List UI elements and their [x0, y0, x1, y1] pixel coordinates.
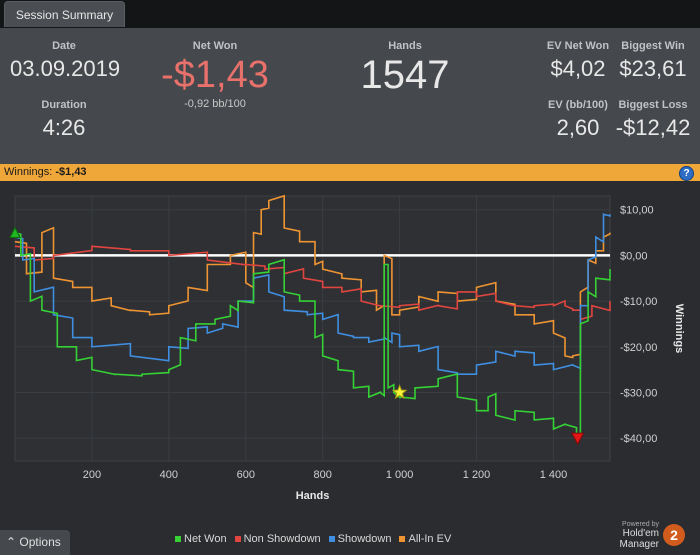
chevron-up-icon: ⌃: [6, 535, 17, 549]
product-name: Hold'em Manager: [619, 528, 659, 550]
legend-all-in-ev[interactable]: All-In EV: [399, 533, 451, 545]
x-tick-label: 1 200: [463, 469, 491, 481]
ev-net-won-value: $4,02: [550, 56, 606, 81]
ev-bb-label: EV (bb/100): [548, 99, 608, 111]
biggest-loss-value: -$12,42: [615, 115, 691, 140]
legend-swatch: [328, 536, 335, 543]
tab-session-summary[interactable]: Session Summary: [4, 1, 125, 27]
biggest-loss-stat: Biggest Loss -$12,42: [610, 99, 696, 141]
legend-label: Net Won: [184, 533, 227, 545]
x-tick-label: 400: [160, 469, 178, 481]
hands-stat: Hands 1547: [340, 40, 470, 97]
series-line-non-showdown: [14, 245, 611, 321]
ev-bb-stat: EV (bb/100) 2,60: [540, 99, 616, 141]
series-line-showdown: [14, 213, 611, 375]
date-label: Date: [52, 40, 76, 52]
best-hand-star-icon: [391, 384, 408, 400]
biggest-win-label: Biggest Win: [621, 40, 685, 52]
legend-showdown[interactable]: Showdown: [328, 533, 392, 545]
biggest-win-stat: Biggest Win $23,61: [614, 40, 692, 82]
hands-label: Hands: [388, 40, 422, 52]
series-line-net-won: [14, 231, 611, 435]
y-axis-label: Winnings: [673, 304, 685, 353]
x-tick-label: 800: [314, 469, 332, 481]
net-won-stat: Net Won -$1,43 -0,92 bb/100: [140, 40, 290, 110]
legend-net-won[interactable]: Net Won: [175, 533, 227, 545]
x-tick-label: 1 400: [540, 469, 568, 481]
hands-value: 1547: [360, 53, 450, 97]
winnings-chart: $10,00 $0,00 -$10,00 -$20,00 -$30,00 -$40,00 2…: [0, 181, 700, 521]
worst-marker: [570, 432, 585, 446]
winnings-banner: Winnings: -$1,43 ?: [0, 164, 700, 181]
help-icon[interactable]: ?: [679, 166, 694, 181]
date-stat: Date 03.09.2019: [10, 40, 121, 82]
options-button[interactable]: ⌃ Options: [0, 530, 70, 555]
y-tick-label: -$30,00: [620, 387, 657, 399]
legend-swatch: [175, 536, 181, 543]
chart-legend: Net Won Non Showdown Showdown All-In EV: [175, 533, 451, 545]
legend-swatch: [399, 536, 406, 543]
x-tick-label: 1 000: [386, 469, 414, 481]
biggest-loss-label: Biggest Loss: [618, 99, 688, 111]
duration-label: Duration: [41, 99, 87, 111]
y-tick-label: -$40,00: [620, 433, 657, 445]
bottom-bar: ⌃ Options Net Won Non Showdown Showdown …: [0, 521, 700, 555]
legend-swatch: [234, 536, 241, 543]
legend-label: All-In EV: [408, 533, 452, 545]
ev-net-won-label: EV Net Won: [546, 40, 610, 52]
summary-panel: Date 03.09.2019 Duration 4:26 Net Won -$…: [0, 28, 700, 164]
y-tick-label: -$20,00: [620, 342, 657, 354]
winnings-value: -$1,43: [55, 166, 87, 178]
chart-svg: $10,00 $0,00 -$10,00 -$20,00 -$30,00 -$40,00 2…: [9, 194, 685, 502]
legend-non-showdown[interactable]: Non Showdown: [234, 533, 321, 545]
bb-per-100: -0,92 bb/100: [184, 98, 246, 110]
biggest-win-value: $23,61: [619, 56, 687, 81]
x-tick-label: 200: [83, 469, 101, 481]
plot-area: [14, 195, 611, 462]
powered-by-text: Powered by: [622, 521, 659, 528]
start-marker: [9, 226, 21, 239]
winnings-label: Winnings:: [4, 166, 53, 178]
y-tick-label: -$10,00: [620, 296, 657, 308]
y-tick-label: $0,00: [620, 250, 648, 262]
ev-bb-value: 2,60: [556, 115, 600, 140]
hm-logo-icon: 2: [663, 524, 685, 546]
x-axis-label: Hands: [296, 490, 330, 502]
date-value: 03.09.2019: [10, 56, 121, 81]
ev-net-won-stat: EV Net Won $4,02: [540, 40, 616, 82]
duration-stat: Duration 4:26: [10, 99, 118, 141]
tab-bar: Session Summary: [0, 0, 700, 28]
net-won-value: -$1,43: [161, 54, 269, 96]
legend-label: Showdown: [337, 533, 392, 545]
y-tick-label: $10,00: [620, 205, 654, 217]
options-label: Options: [19, 535, 61, 549]
x-tick-label: 600: [237, 469, 255, 481]
duration-value: 4:26: [42, 115, 86, 140]
legend-label: Non Showdown: [243, 533, 321, 545]
net-won-label: Net Won: [192, 40, 238, 52]
branding: Powered by Hold'em Manager: [587, 521, 659, 550]
series-line-all-in-ev: [14, 194, 611, 359]
